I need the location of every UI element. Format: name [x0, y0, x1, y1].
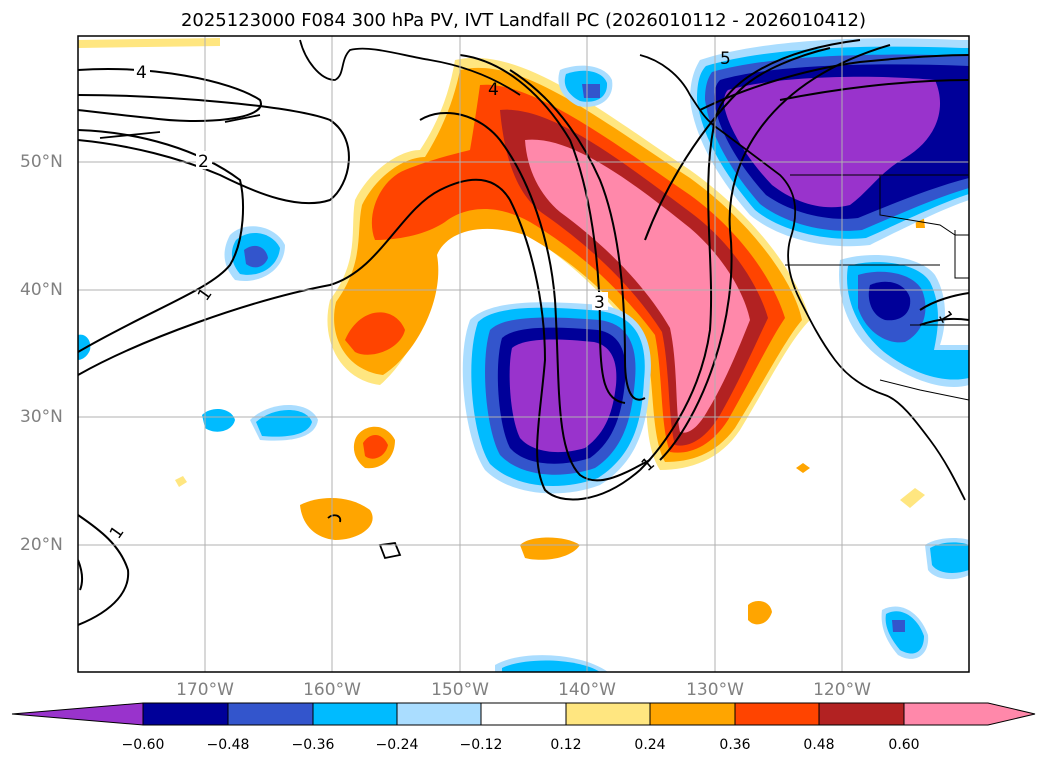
lat-label-40n: 40°N	[20, 280, 63, 300]
lon-label-170w: 170°W	[176, 680, 234, 700]
colorbar-tick-036: 0.36	[719, 737, 751, 753]
lon-label-120w: 120°W	[813, 680, 871, 700]
contour-label-2: 2	[198, 152, 209, 172]
contour-label-5: 5	[720, 49, 731, 69]
graticule	[78, 36, 969, 672]
contour-label-3: 3	[594, 293, 605, 313]
map-title: 2025123000 F084 300 hPa PV, IVT Landfall…	[180, 10, 867, 31]
lon-label-150w: 150°W	[431, 680, 489, 700]
colorbar-tick-neg024: −0.24	[375, 737, 419, 753]
colorbar-tick-neg060: −0.60	[121, 737, 165, 753]
lat-label-50n: 50°N	[20, 152, 63, 172]
map-frame-border	[77, 35, 970, 673]
colorbar-extend-min	[11, 702, 144, 726]
colorbar-tick-060: 0.60	[888, 737, 920, 753]
lat-label-20n: 20°N	[20, 535, 63, 555]
colorbar-tick-neg036: −0.36	[291, 737, 335, 753]
colorbar-tick-neg012: −0.12	[459, 737, 503, 753]
borders	[785, 174, 969, 401]
lon-label-130w: 130°W	[686, 680, 744, 700]
colorbar	[11, 702, 1036, 726]
colorbar-tick-048: 0.48	[803, 737, 835, 753]
colorbar-extend-max	[903, 702, 1036, 726]
colorbar-tick-012: 0.12	[550, 737, 582, 753]
pv-contours	[78, 39, 969, 626]
negative-anomaly-field	[78, 38, 969, 672]
coastlines	[99, 39, 966, 560]
colorbar-tick-024: 0.24	[634, 737, 666, 753]
lat-label-30n: 30°N	[20, 407, 63, 427]
positive-anomaly-field	[78, 38, 925, 625]
contour-label-4-west: 4	[136, 63, 147, 83]
contour-label-4-east: 4	[488, 80, 499, 100]
lon-label-160w: 160°W	[303, 680, 361, 700]
lon-label-140w: 140°W	[558, 680, 616, 700]
colorbar-tick-neg048: −0.48	[206, 737, 250, 753]
